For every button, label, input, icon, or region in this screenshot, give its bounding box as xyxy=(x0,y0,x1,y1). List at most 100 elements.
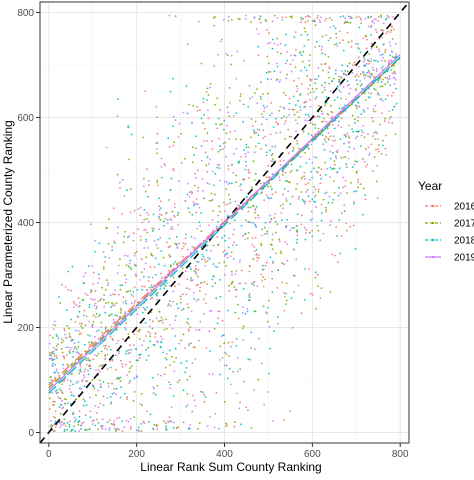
scatter-point-2018 xyxy=(144,321,147,324)
scatter-point-2016 xyxy=(286,116,288,119)
scatter-point-2018 xyxy=(240,225,243,227)
scatter-point-2019 xyxy=(164,212,167,215)
scatter-point-2017 xyxy=(196,106,199,108)
scatter-point-2019 xyxy=(160,166,163,168)
scatter-point-2016 xyxy=(205,302,207,305)
scatter-point-2017 xyxy=(252,205,255,208)
scatter-point-2019 xyxy=(354,43,357,45)
scatter-point-2017 xyxy=(354,75,357,78)
scatter-point-2016 xyxy=(309,78,311,80)
scatter-point-2016 xyxy=(343,134,346,137)
scatter-point-2019 xyxy=(285,77,288,80)
scatter-point-2016 xyxy=(158,217,161,220)
scatter-point-2019 xyxy=(370,15,373,18)
scatter-point-2019 xyxy=(241,312,244,314)
scatter-point-2019 xyxy=(169,387,171,389)
scatter-point-2017 xyxy=(165,318,168,320)
scatter-point-2016 xyxy=(327,137,330,140)
scatter-point-2019 xyxy=(377,91,379,94)
scatter-point-2016 xyxy=(97,369,100,371)
scatter-point-2017 xyxy=(156,247,159,250)
scatter-point-2017 xyxy=(124,230,126,233)
scatter-point-2019 xyxy=(191,279,194,281)
scatter-point-2016 xyxy=(296,182,299,185)
scatter-point-2017 xyxy=(381,85,384,88)
scatter-point-2019 xyxy=(142,306,145,309)
scatter-point-2018 xyxy=(159,207,162,210)
scatter-point-2016 xyxy=(69,349,72,351)
scatter-point-2018 xyxy=(309,219,312,222)
scatter-point-2017 xyxy=(269,185,272,188)
scatter-point-2016 xyxy=(240,156,243,158)
scatter-point-2018 xyxy=(213,184,215,187)
scatter-point-2019 xyxy=(101,428,104,430)
scatter-point-2017 xyxy=(254,211,256,214)
scatter-point-2019 xyxy=(95,330,98,333)
scatter-point-2019 xyxy=(54,426,57,428)
scatter-point-2017 xyxy=(234,421,236,423)
scatter-point-2016 xyxy=(112,207,115,210)
scatter-point-2018 xyxy=(149,340,151,342)
scatter-point-2016 xyxy=(81,380,83,382)
scatter-point-2017 xyxy=(123,235,125,238)
scatter-point-2016 xyxy=(52,415,55,418)
scatter-point-2019 xyxy=(393,72,395,75)
scatter-point-2016 xyxy=(256,256,259,259)
scatter-point-2016 xyxy=(289,171,292,174)
scatter-point-2016 xyxy=(361,131,364,134)
scatter-point-2017 xyxy=(288,181,290,184)
scatter-point-2019 xyxy=(223,145,226,148)
scatter-point-2019 xyxy=(305,100,308,103)
scatter-point-2019 xyxy=(91,420,94,423)
scatter-point-2018 xyxy=(342,49,345,52)
scatter-point-2017 xyxy=(74,361,77,364)
scatter-point-2017 xyxy=(95,312,98,315)
scatter-point-2019 xyxy=(328,195,331,198)
scatter-point-2016 xyxy=(129,344,131,347)
scatter-point-2016 xyxy=(384,48,387,51)
scatter-point-2016 xyxy=(48,408,51,410)
scatter-point-2019 xyxy=(116,272,119,275)
scatter-point-2018 xyxy=(293,275,296,277)
scatter-point-2016 xyxy=(350,40,353,43)
scatter-point-2018 xyxy=(167,303,170,305)
scatter-point-2019 xyxy=(278,81,281,83)
scatter-point-2018 xyxy=(304,298,306,301)
scatter-point-2018 xyxy=(386,81,389,84)
scatter-point-2016 xyxy=(168,145,171,148)
scatter-point-2016 xyxy=(95,418,98,421)
scatter-point-2017 xyxy=(235,138,237,141)
scatter-point-2018 xyxy=(108,429,111,431)
scatter-point-2017 xyxy=(375,45,378,48)
scatter-point-2018 xyxy=(281,19,284,21)
scatter-point-2016 xyxy=(295,140,298,143)
scatter-point-2019 xyxy=(366,107,369,110)
scatter-point-2018 xyxy=(114,314,117,316)
scatter-point-2016 xyxy=(96,305,98,308)
scatter-point-2019 xyxy=(126,255,129,257)
scatter-point-2019 xyxy=(145,211,148,214)
scatter-point-2016 xyxy=(268,32,270,34)
scatter-point-2017 xyxy=(119,380,122,383)
scatter-point-2019 xyxy=(169,255,172,257)
scatter-point-2018 xyxy=(136,288,139,291)
scatter-point-2016 xyxy=(388,16,390,18)
scatter-point-2017 xyxy=(252,284,255,286)
scatter-point-2018 xyxy=(359,51,362,54)
scatter-point-2017 xyxy=(254,92,256,94)
scatter-point-2016 xyxy=(279,105,282,108)
scatter-point-2019 xyxy=(133,254,136,257)
scatter-point-2018 xyxy=(253,310,256,313)
scatter-point-2017 xyxy=(365,148,367,151)
y-tick-label: 200 xyxy=(17,323,34,334)
scatter-point-2018 xyxy=(223,119,226,122)
scatter-point-2018 xyxy=(380,81,383,83)
scatter-point-2018 xyxy=(255,248,258,251)
scatter-point-2018 xyxy=(302,17,304,20)
scatter-point-2018 xyxy=(71,428,74,431)
scatter-point-2016 xyxy=(194,265,197,267)
scatter-point-2018 xyxy=(263,182,265,184)
scatter-point-2019 xyxy=(269,41,272,44)
scatter-point-2016 xyxy=(140,235,142,238)
